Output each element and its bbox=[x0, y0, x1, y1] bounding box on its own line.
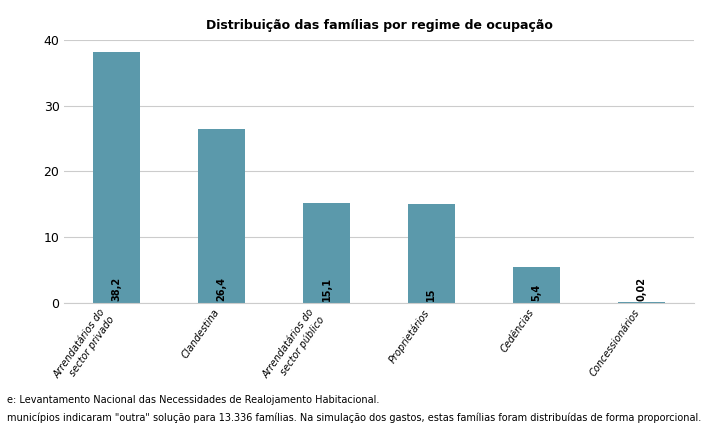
Bar bbox=[408, 204, 455, 303]
Text: 38,2: 38,2 bbox=[112, 277, 122, 301]
Text: 15,1: 15,1 bbox=[322, 277, 332, 301]
Bar bbox=[513, 267, 560, 303]
Bar bbox=[93, 52, 140, 303]
Text: 26,4: 26,4 bbox=[217, 277, 227, 301]
Bar bbox=[303, 203, 350, 303]
Text: municípios indicaram "outra" solução para 13.336 famílias. Na simulação dos gast: municípios indicaram "outra" solução par… bbox=[7, 412, 701, 422]
Text: e: Levantamento Nacional das Necessidades de Realojamento Habitacional.: e: Levantamento Nacional das Necessidade… bbox=[7, 395, 380, 405]
Text: 15: 15 bbox=[426, 287, 436, 301]
Text: 0,02: 0,02 bbox=[636, 277, 646, 301]
Title: Distribuição das famílias por regime de ocupação: Distribuição das famílias por regime de … bbox=[205, 19, 553, 32]
Text: 5,4: 5,4 bbox=[531, 284, 541, 301]
Bar bbox=[198, 129, 245, 303]
